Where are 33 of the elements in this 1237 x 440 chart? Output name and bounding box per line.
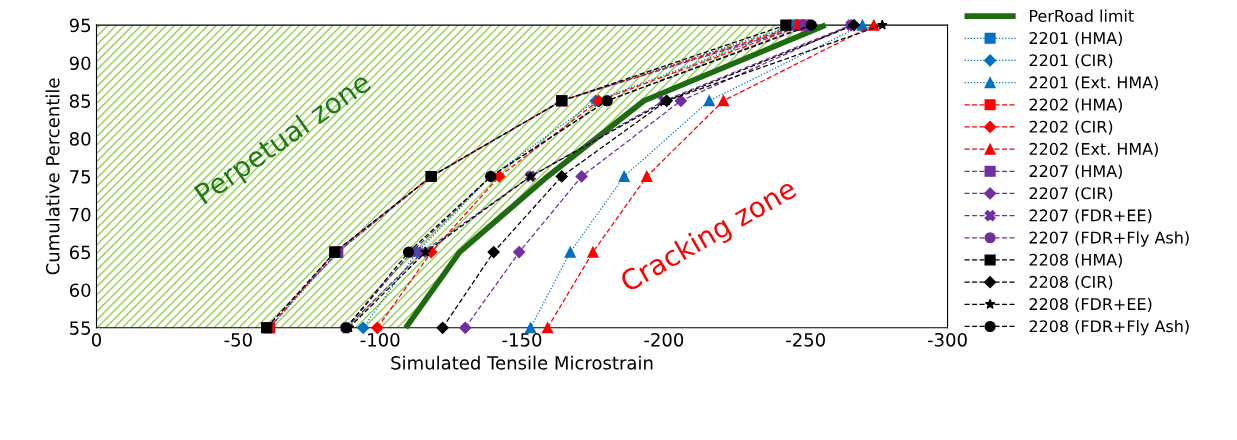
x-tick-label: -100 (360, 332, 400, 347)
legend-label: 2201 (CIR) (1029, 53, 1113, 69)
x-tick-label: -300 (927, 332, 967, 347)
y-tick-label: 65 (69, 245, 91, 260)
x-tick-label: -50 (224, 332, 252, 347)
y-tick-label: 70 (70, 207, 91, 222)
legend-label: 2207 (FDR+EE) (1029, 209, 1152, 224)
y-tick-label: 80 (69, 132, 91, 146)
legend-label: 2207 (CIR) (1029, 186, 1113, 202)
legend-label: 2202 (HMA) (1029, 98, 1122, 113)
legend-label: 2201 (HMA) (1029, 31, 1122, 46)
y-axis-title: Cumulative Percentile (45, 78, 60, 275)
legend-label: 2207 (FDR+Fly Ash) (1029, 231, 1189, 247)
x-axis-title: Simulated Tensile Microstrain (391, 355, 653, 370)
legend-label: PerRoad limit (1030, 9, 1134, 22)
y-tick-label: 95 (69, 18, 91, 33)
x-tick-label: 0 (91, 332, 102, 347)
legend-label: 2208 (FDR+EE) (1029, 297, 1152, 312)
legend-label: 2208 (FDR+Fly Ash) (1029, 319, 1189, 336)
legend-label: 2208 (CIR) (1029, 275, 1113, 290)
y-tick-label: 55 (70, 321, 91, 335)
legend-label: 2202 (Ext. HMA) (1029, 142, 1158, 157)
legend-label: 2202 (CIR) (1029, 120, 1113, 135)
legend-label: 2201 (Ext. HMA) (1029, 76, 1158, 91)
legend-label: 2207 (HMA) (1029, 164, 1122, 179)
y-tick-label: 75 (70, 170, 91, 184)
y-tick-label: 60 (69, 283, 91, 298)
x-tick-label: -200 (644, 332, 684, 347)
y-tick-label: 85 (69, 94, 91, 108)
y-tick-label: 90 (69, 56, 91, 71)
legend-label: 2208 (HMA) (1029, 253, 1122, 268)
x-tick-label: -250 (786, 332, 825, 347)
x-tick-label: -150 (502, 332, 542, 347)
